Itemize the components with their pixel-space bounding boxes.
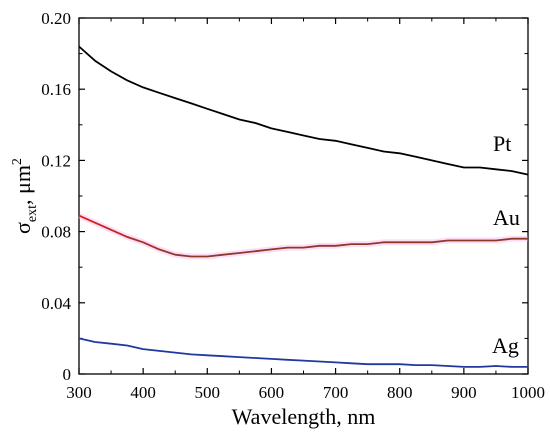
x-axis-label: Wavelength, nm <box>232 404 376 429</box>
y-tick-label: 0.12 <box>41 151 71 170</box>
y-tick-label: 0.20 <box>41 9 71 28</box>
y-label-symbol: σ <box>10 222 35 234</box>
series-label-pt: Pt <box>493 131 511 156</box>
series-au-line <box>78 214 528 258</box>
labels-layer: Wavelength, nm σext, μm2 Pt Au Ag <box>10 131 520 429</box>
x-tick-label: 300 <box>66 383 92 402</box>
y-label-subscript: ext <box>25 205 40 222</box>
axes-layer: 300 400 500 600 700 800 900 1000 0 0.04 0.08 0.12 0.… <box>41 9 545 402</box>
y-axis-label: σext, μm2 <box>10 158 40 234</box>
x-tick-label: 600 <box>259 383 285 402</box>
x-tick-label: 900 <box>451 383 477 402</box>
series-label-au: Au <box>493 205 520 230</box>
x-tick-label: 700 <box>323 383 349 402</box>
y-tick-label: 0.04 <box>41 294 71 313</box>
y-axis-label-text: σext, μm2 <box>10 158 40 234</box>
series-label-ag: Ag <box>492 333 519 358</box>
plot-frame <box>78 17 529 375</box>
series-au-glow <box>77 212 528 260</box>
x-tick-label: 500 <box>195 383 221 402</box>
y-tick-label: 0.16 <box>41 80 71 99</box>
x-tick-label: 400 <box>130 383 156 402</box>
series-pt-line <box>78 45 529 176</box>
x-tick-label: 1000 <box>511 383 545 402</box>
y-tick-label: 0 <box>63 365 72 384</box>
y-label-power: 2 <box>10 158 25 165</box>
series-ag-line <box>78 337 528 368</box>
y-label-unit: , μm <box>10 165 35 205</box>
series-layer <box>77 45 529 368</box>
x-tick-label: 800 <box>387 383 413 402</box>
y-tick-label: 0.08 <box>41 223 71 242</box>
